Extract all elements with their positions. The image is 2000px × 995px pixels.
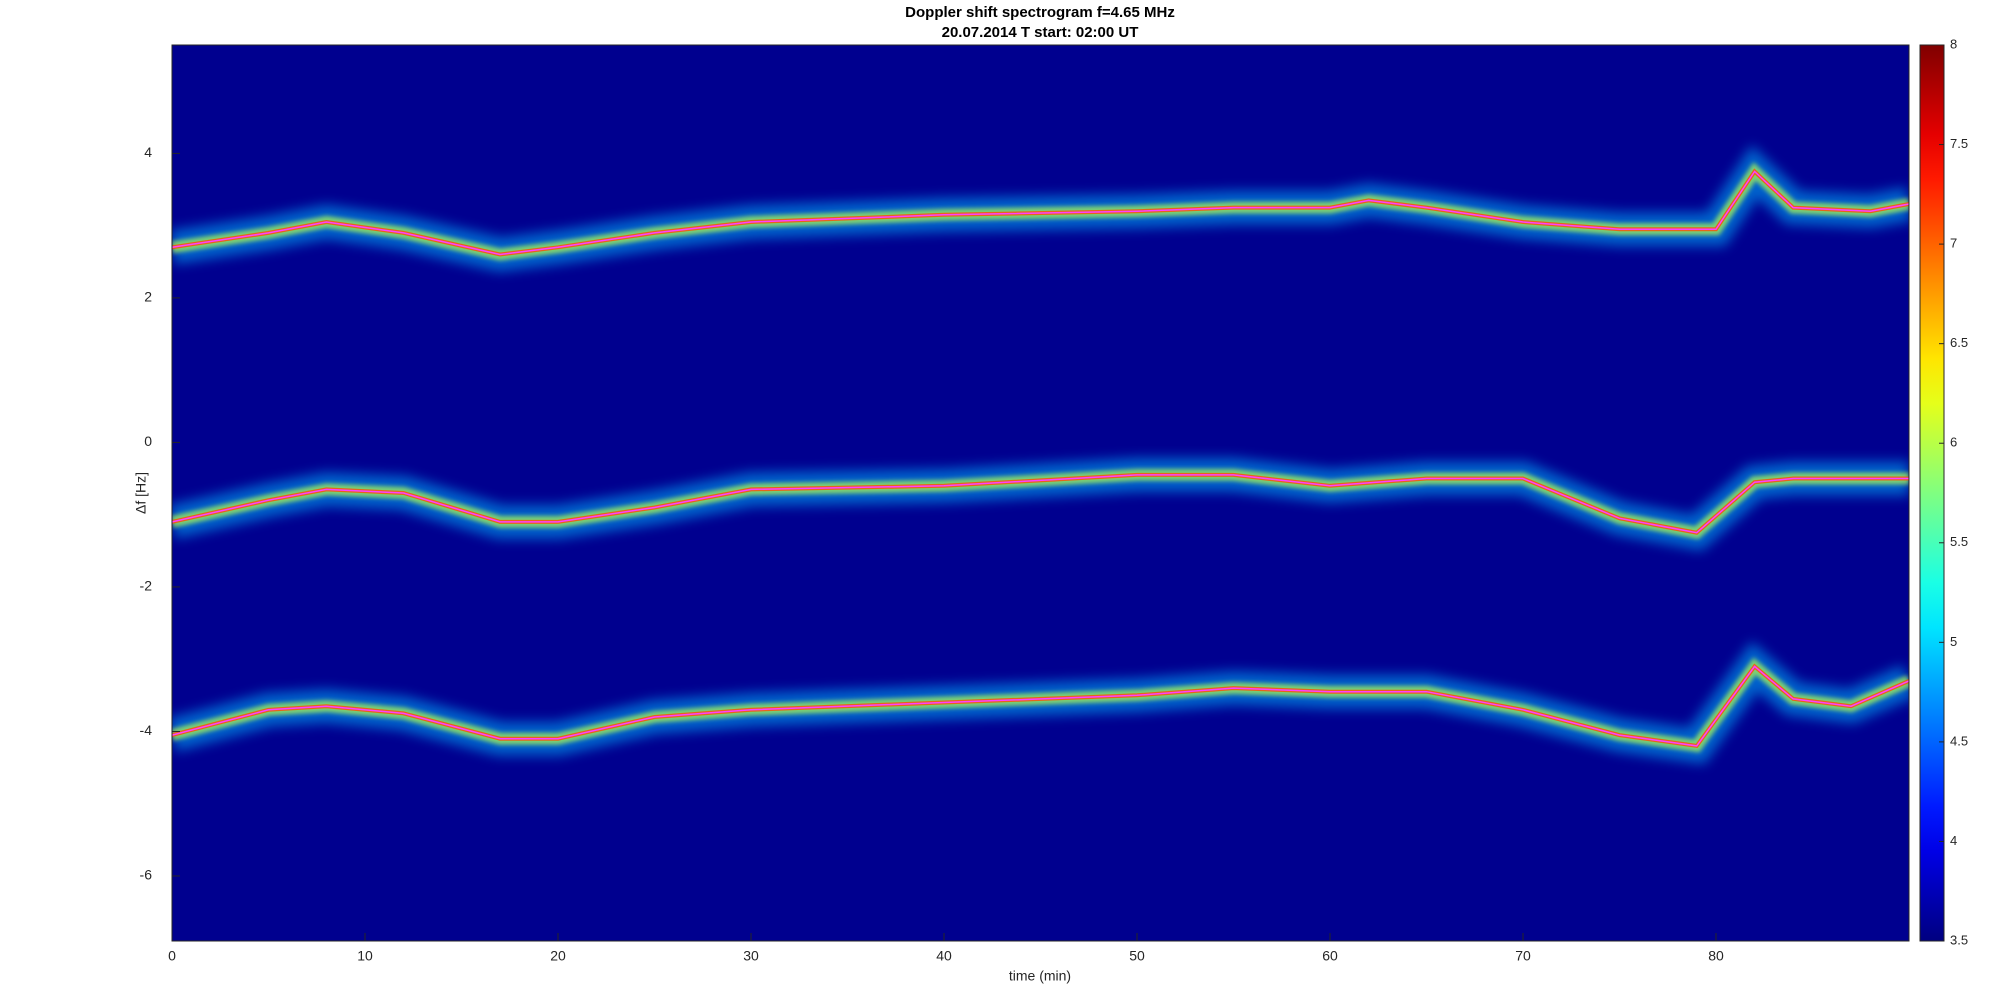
x-tick-label: 20 — [550, 948, 566, 964]
x-axis-label: time (min) — [1009, 968, 1071, 984]
x-tick-label: 70 — [1515, 948, 1531, 964]
y-tick-label: 0 — [144, 433, 152, 449]
colorbar-tick-label: 7.5 — [1950, 136, 1968, 151]
colorbar-tick-label: 8 — [1950, 36, 1957, 51]
colorbar-tick-label: 6.5 — [1950, 335, 1968, 350]
x-tick-label: 50 — [1129, 948, 1145, 964]
x-tick-label: 60 — [1322, 948, 1338, 964]
colorbar-tick-label: 4.5 — [1950, 733, 1968, 748]
y-axis-label: Δf [Hz] — [133, 472, 149, 514]
x-tick-label: 0 — [168, 948, 176, 964]
x-tick-label: 10 — [357, 948, 373, 964]
traces — [172, 145, 1909, 765]
x-tick-label: 80 — [1708, 948, 1724, 964]
colorbar-tick-label: 6 — [1950, 435, 1957, 450]
plot-frame — [171, 44, 1910, 942]
trace-line — [172, 474, 1909, 534]
colorbar-tick-label: 5 — [1950, 634, 1957, 649]
chart-title: Doppler shift spectrogram f=4.65 MHz — [905, 4, 1175, 21]
x-tick-label: 30 — [743, 948, 759, 964]
y-tick-label: -4 — [140, 722, 153, 738]
colorbar — [1919, 44, 1945, 942]
colorbar-tick-label: 7 — [1950, 236, 1957, 251]
y-tick-label: -6 — [140, 867, 153, 883]
y-tick-label: -2 — [140, 578, 153, 594]
x-tick-label: 40 — [936, 948, 952, 964]
y-tick-label: 2 — [144, 289, 152, 305]
chart-subtitle: 20.07.2014 T start: 02:00 UT — [942, 24, 1139, 41]
colorbar-tick-label: 3.5 — [1950, 932, 1968, 947]
colorbar-tick-label: 5.5 — [1950, 534, 1968, 549]
trace-line — [172, 170, 1909, 256]
y-tick-label: 4 — [144, 144, 152, 160]
colorbar-tick-label: 4 — [1950, 833, 1957, 848]
trace-line — [172, 665, 1909, 747]
